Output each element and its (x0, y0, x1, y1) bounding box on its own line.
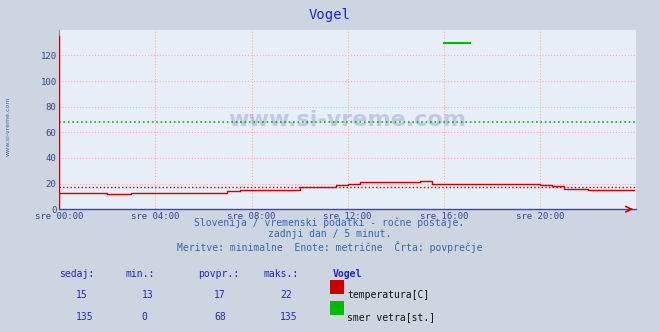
Text: zadnji dan / 5 minut.: zadnji dan / 5 minut. (268, 229, 391, 239)
Text: 22: 22 (280, 290, 292, 300)
Text: www.si-vreme.com: www.si-vreme.com (229, 110, 467, 129)
Text: sedaj:: sedaj: (59, 269, 94, 279)
Text: temperatura[C]: temperatura[C] (347, 290, 430, 300)
Text: smer vetra[st.]: smer vetra[st.] (347, 312, 436, 322)
Text: povpr.:: povpr.: (198, 269, 239, 279)
Text: Meritve: minimalne  Enote: metrične  Črta: povprečje: Meritve: minimalne Enote: metrične Črta:… (177, 241, 482, 253)
Text: 135: 135 (76, 312, 94, 322)
Text: Vogel: Vogel (333, 269, 362, 279)
Text: 68: 68 (214, 312, 226, 322)
Text: 13: 13 (142, 290, 154, 300)
Text: maks.:: maks.: (264, 269, 299, 279)
Text: 0: 0 (142, 312, 148, 322)
Text: 135: 135 (280, 312, 298, 322)
Text: Slovenija / vremenski podatki - ročne postaje.: Slovenija / vremenski podatki - ročne po… (194, 217, 465, 228)
Text: min.:: min.: (125, 269, 155, 279)
Text: Vogel: Vogel (308, 8, 351, 22)
Text: www.si-vreme.com: www.si-vreme.com (5, 96, 11, 156)
Text: 15: 15 (76, 290, 88, 300)
Text: 17: 17 (214, 290, 226, 300)
